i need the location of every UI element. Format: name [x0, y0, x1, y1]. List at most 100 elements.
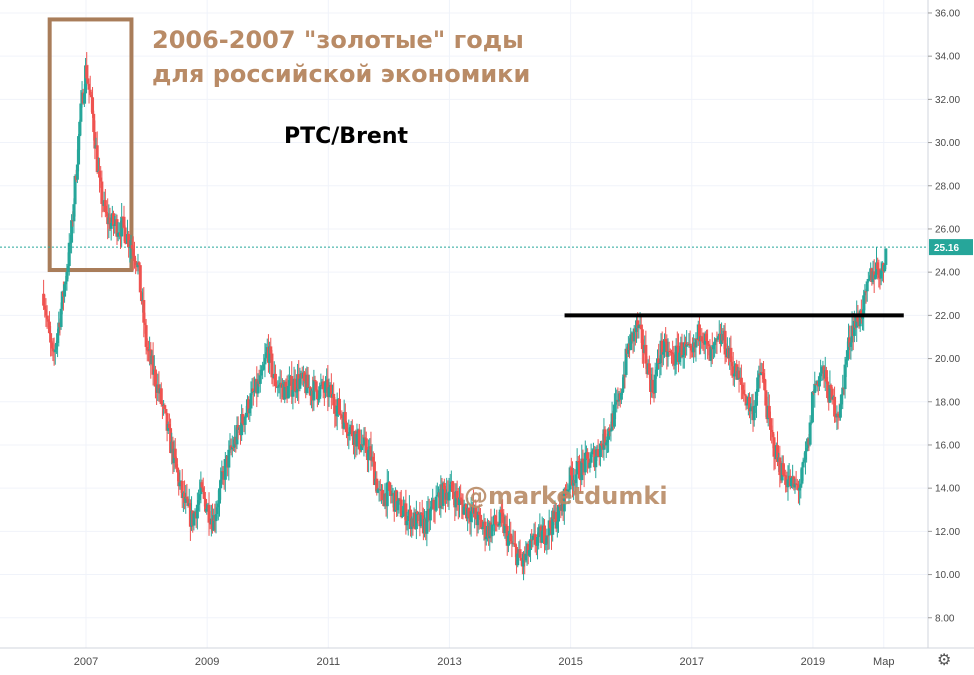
candle-body: [82, 93, 86, 104]
candle-body: [215, 507, 219, 515]
candle-body: [594, 456, 598, 468]
candle-body: [556, 504, 560, 522]
candle-body: [131, 248, 135, 256]
candle-body: [562, 488, 566, 512]
candle-body: [227, 449, 231, 468]
candle-body: [770, 429, 774, 433]
candle-body: [476, 511, 480, 526]
candle-body: [701, 341, 705, 343]
candle-body: [474, 506, 478, 520]
candle-body: [697, 324, 701, 342]
candle-body: [682, 342, 686, 356]
candle-body: [294, 391, 298, 393]
candle-body: [414, 511, 418, 530]
candle-body: [164, 408, 168, 414]
last-price-label: 25.16: [929, 239, 973, 256]
candle-body: [163, 405, 167, 409]
candle-body: [764, 390, 768, 406]
candle-body: [344, 422, 348, 433]
candle-body: [112, 213, 116, 226]
candle-body: [540, 530, 544, 543]
candle-body: [813, 383, 817, 393]
candle-body: [177, 472, 181, 487]
candle-body: [843, 364, 847, 390]
candle-body: [545, 535, 549, 544]
candle-body: [151, 355, 155, 375]
candle-body: [744, 395, 748, 406]
candle-body: [93, 132, 97, 149]
candle-body: [680, 342, 684, 358]
candle-body: [395, 490, 399, 511]
candle-body: [178, 482, 182, 487]
time-axis[interactable]: 2007 2009 2011 2013 2015 2017 2019 Мар: [74, 656, 895, 668]
candle-body: [749, 407, 753, 412]
candle-body: [731, 366, 735, 377]
candle-body: [454, 490, 458, 508]
candle-body: [363, 437, 367, 439]
candle-body: [755, 391, 759, 406]
candle-body: [694, 339, 698, 348]
candle-body: [786, 479, 790, 488]
candle-body: [333, 405, 337, 414]
candle-body: [448, 484, 452, 492]
candle-body: [814, 383, 818, 385]
candle-body: [608, 428, 612, 432]
candle-body: [820, 367, 824, 374]
candle-body: [144, 325, 148, 347]
candle-body: [455, 490, 459, 499]
candle-body: [868, 278, 872, 280]
candle-body: [551, 510, 555, 535]
candle-body: [324, 382, 328, 393]
candle-body: [174, 458, 178, 468]
candle-body: [435, 494, 439, 497]
candle-body: [563, 488, 567, 494]
candle-body: [44, 309, 48, 316]
candle-body: [95, 145, 99, 173]
candle-body: [760, 372, 764, 374]
candle-body: [47, 321, 51, 334]
candle-body: [259, 369, 263, 376]
candle-body: [668, 351, 672, 353]
candle-body: [838, 404, 842, 418]
candle-body: [315, 390, 319, 400]
candle-body: [856, 314, 860, 322]
grid: [0, 0, 928, 648]
candle-body: [335, 405, 339, 417]
candle-body: [574, 474, 578, 484]
candle-body: [77, 136, 81, 165]
candle-body: [59, 308, 63, 328]
candle-body: [153, 369, 157, 387]
gear-icon[interactable]: ⚙: [937, 652, 952, 669]
candle-body: [45, 315, 49, 320]
candle-body: [199, 482, 203, 495]
candle-body: [128, 247, 132, 249]
candle-body: [159, 388, 163, 404]
candle-body: [565, 493, 569, 495]
candle-body: [640, 329, 644, 350]
candle-body: [834, 416, 838, 418]
candle-body: [632, 328, 636, 342]
candle-body: [46, 319, 50, 322]
candle-body: [836, 413, 840, 417]
candle-body: [42, 293, 46, 306]
candle-body: [369, 446, 373, 461]
candle-body: [666, 350, 670, 357]
candle-body: [186, 498, 190, 506]
candle-body: [204, 498, 208, 512]
candle-body: [397, 498, 401, 501]
candle-body: [450, 481, 454, 492]
pair-label: PTC/Brent: [284, 124, 409, 149]
candle-body: [805, 448, 809, 452]
candle-body: [581, 458, 585, 463]
candle-body: [644, 344, 648, 364]
candle-body: [160, 403, 164, 406]
candle-body: [614, 402, 618, 405]
candle-body: [873, 274, 877, 280]
price-axis[interactable]: 8.00 10.00 12.00 14.00 16.00 18.00 20.00 22.00 2…: [928, 8, 960, 624]
candle-body: [877, 269, 881, 278]
candle-body: [647, 363, 651, 375]
candle-body: [261, 369, 265, 371]
candle-body: [247, 399, 251, 414]
candle-body: [737, 370, 741, 379]
last-price-badge: [929, 239, 973, 256]
